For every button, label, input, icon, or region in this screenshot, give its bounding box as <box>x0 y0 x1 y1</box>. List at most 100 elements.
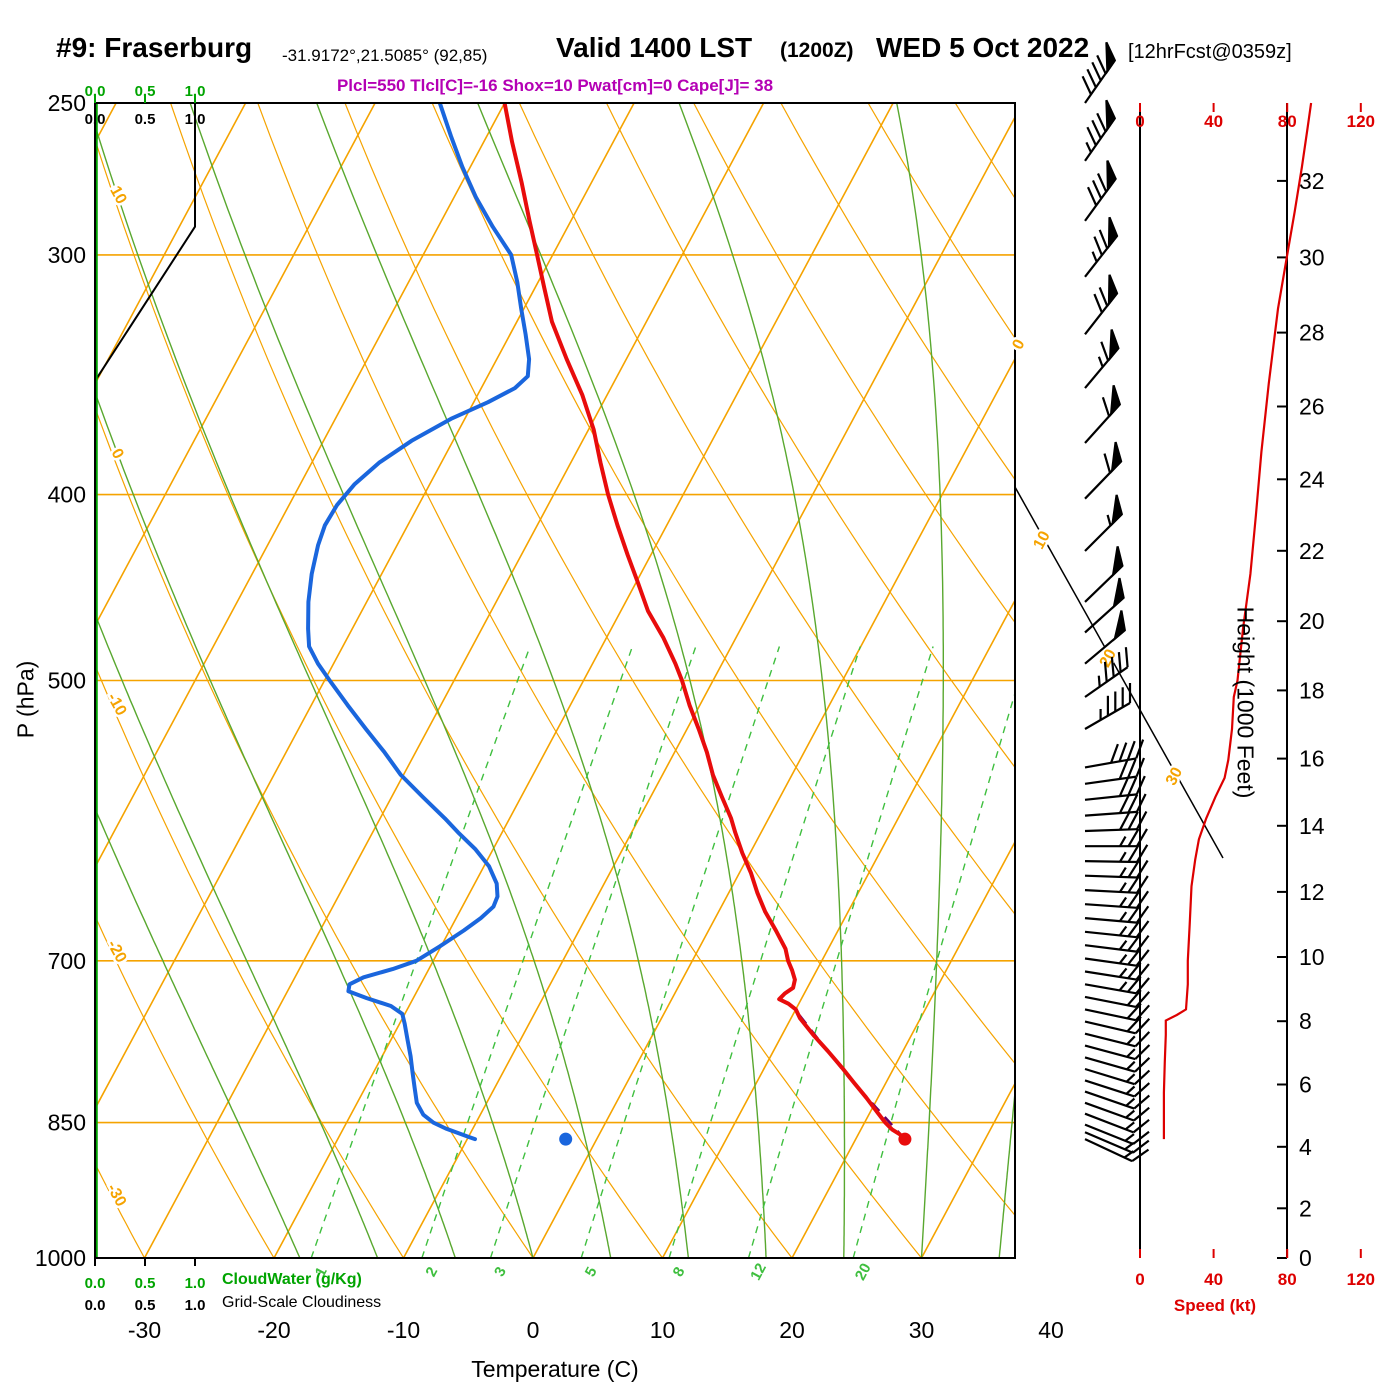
svg-text:-30: -30 <box>103 1181 129 1210</box>
wind-barb <box>1081 41 1117 104</box>
svg-text:28: 28 <box>1299 320 1325 346</box>
svg-text:40: 40 <box>1038 1317 1064 1343</box>
cloud-scale-labels: 0.0 0.0 0.0 0.0 0.5 0.5 0.5 0.5 1.0 1.0 1.0 1.0 <box>85 83 206 1314</box>
speed-axis-title: Speed (kt) <box>1173 1296 1257 1315</box>
svg-text:250: 250 <box>48 90 86 116</box>
wind-barb <box>1084 1138 1150 1163</box>
svg-text:26: 26 <box>1299 394 1325 420</box>
svg-text:2: 2 <box>422 1264 441 1279</box>
parcel-path-line <box>792 1006 906 1140</box>
svg-text:1000: 1000 <box>35 1245 86 1271</box>
wind-barb <box>1084 577 1125 634</box>
svg-text:5: 5 <box>582 1264 601 1279</box>
svg-text:80: 80 <box>1278 1270 1297 1289</box>
svg-text:0.5: 0.5 <box>135 1275 156 1292</box>
wind-barb <box>1084 948 1150 967</box>
chart-border <box>94 102 1016 1259</box>
plot-area <box>95 103 1015 1258</box>
wind-barb <box>1084 610 1126 665</box>
svg-text:700: 700 <box>48 948 86 974</box>
svg-text:0: 0 <box>1299 1245 1312 1271</box>
mixing-ratio-lines <box>310 646 1015 1258</box>
svg-text:0.0: 0.0 <box>85 111 106 128</box>
wind-barb <box>1084 975 1150 995</box>
wind-barb <box>1084 385 1122 444</box>
svg-text:10: 10 <box>650 1317 676 1343</box>
svg-text:4: 4 <box>1299 1134 1312 1160</box>
svg-text:32: 32 <box>1299 168 1325 194</box>
wind-barb <box>1084 99 1117 162</box>
wind-barb <box>1084 329 1120 389</box>
svg-text:80: 80 <box>1278 112 1297 131</box>
svg-text:40: 40 <box>1204 112 1223 131</box>
svg-text:24: 24 <box>1299 466 1325 492</box>
surface-dewpoint-dot <box>559 1132 573 1146</box>
wind-barb <box>1084 1112 1150 1134</box>
wind-barb <box>1084 1090 1151 1110</box>
wind-barb <box>1084 919 1150 939</box>
surface-temperature-dot <box>898 1132 912 1146</box>
wind-barb <box>1084 1044 1151 1061</box>
svg-text:30: 30 <box>909 1317 935 1343</box>
cloudwater-label: CloudWater (g/Kg) <box>222 1271 362 1288</box>
svg-text:0.0: 0.0 <box>85 1275 106 1292</box>
wind-barb <box>1084 989 1151 1008</box>
wind-barb <box>1084 933 1150 953</box>
wind-barbs <box>1081 41 1151 1163</box>
temperature-curve <box>502 103 907 1142</box>
svg-text:20: 20 <box>852 1261 875 1284</box>
svg-text:22: 22 <box>1299 538 1325 564</box>
svg-text:20: 20 <box>1299 608 1325 634</box>
cloudiness-label: Grid-Scale Cloudiness <box>222 1294 382 1311</box>
valid-time: Valid 1400 LST <box>556 32 753 63</box>
svg-text:0.5: 0.5 <box>135 83 156 100</box>
svg-text:8: 8 <box>1299 1008 1312 1034</box>
pressure-axis-title: P (hPa) <box>12 660 39 739</box>
station-title: #9: Fraserburg <box>56 32 253 63</box>
wind-barb <box>1084 274 1119 335</box>
wind-barb <box>1084 874 1149 894</box>
svg-text:-10: -10 <box>387 1317 420 1343</box>
svg-text:14: 14 <box>1299 813 1325 839</box>
svg-text:30: 30 <box>1163 765 1186 789</box>
wind-barb <box>1084 160 1117 222</box>
svg-text:0: 0 <box>527 1317 540 1343</box>
station-coords: -31.9172°,21.5085° (92,85) <box>282 46 488 65</box>
svg-text:-30: -30 <box>128 1317 161 1343</box>
wind-barb <box>1084 494 1124 552</box>
svg-text:1.0: 1.0 <box>185 111 206 128</box>
temperature-tick-labels: -30 -20 -10 0 10 20 30 40 <box>128 1317 1064 1343</box>
cloudiness-profile-line <box>95 103 196 1258</box>
wind-barb <box>1084 962 1150 981</box>
svg-text:500: 500 <box>48 668 86 694</box>
wind-barb <box>1084 216 1119 278</box>
dewpoint-curve <box>306 103 532 1142</box>
svg-text:10: 10 <box>106 183 130 207</box>
wind-barb <box>1084 859 1149 879</box>
wind-barb <box>1084 647 1129 698</box>
svg-text:0: 0 <box>1009 337 1028 353</box>
svg-text:300: 300 <box>48 242 86 268</box>
wind-barb <box>1084 1056 1151 1073</box>
wind-barb <box>1084 904 1150 924</box>
svg-text:40: 40 <box>1204 1270 1223 1289</box>
svg-text:1.0: 1.0 <box>185 1275 206 1292</box>
wind-barb <box>1084 739 1145 769</box>
wind-barb <box>1084 1131 1150 1154</box>
temperature-axis-title: Temperature (C) <box>471 1356 639 1382</box>
svg-text:1.0: 1.0 <box>185 1297 206 1314</box>
wind-barb <box>1084 1016 1151 1035</box>
svg-text:12: 12 <box>747 1261 770 1284</box>
valid-zulu: (1200Z) <box>780 39 854 62</box>
svg-text:18: 18 <box>1299 677 1325 703</box>
isobar-lines <box>95 103 1015 1258</box>
height-axis-title: Height (1000 Feet) <box>1232 606 1259 799</box>
wind-barb <box>1084 1079 1151 1098</box>
wind-barb <box>1084 1067 1151 1086</box>
wind-barb <box>1084 810 1148 833</box>
wind-barb <box>1084 1123 1150 1146</box>
wind-barb <box>1085 828 1148 848</box>
svg-text:20: 20 <box>779 1317 805 1343</box>
svg-text:10: 10 <box>1299 944 1325 970</box>
